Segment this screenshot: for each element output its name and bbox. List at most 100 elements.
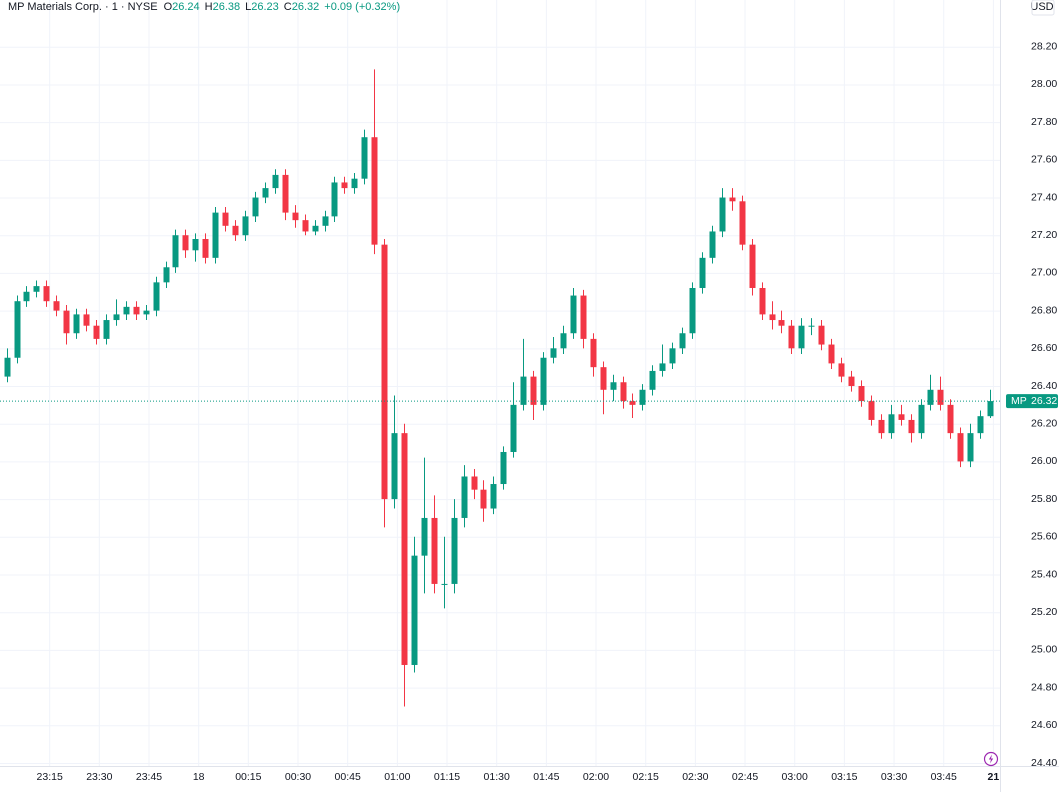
candle-body [679, 333, 686, 349]
candle-body [490, 484, 497, 509]
x-tick-label: 01:15 [434, 771, 460, 783]
candle-body [461, 476, 468, 518]
candle-body [778, 320, 785, 326]
candle-body [848, 376, 855, 387]
ohlc-key: O [164, 1, 173, 13]
candle-body [33, 286, 40, 292]
candle-body [272, 174, 279, 189]
ohlc-value: 26.38 [213, 1, 241, 13]
candle-body [759, 288, 766, 315]
candle-body [868, 401, 875, 420]
x-tick-label: 02:30 [682, 771, 708, 783]
candle-body [818, 325, 825, 345]
candle-body [73, 314, 80, 334]
candle-body [620, 382, 627, 402]
candle-body [798, 325, 805, 349]
candle-body [381, 244, 388, 500]
candle-body [838, 363, 845, 377]
candle-body [103, 320, 110, 339]
last-price-label: 26.32 [1031, 395, 1057, 407]
candle-body [163, 267, 170, 283]
candle-body [520, 376, 527, 405]
y-tick-label: 26.00 [1031, 455, 1057, 467]
candle-body [361, 137, 368, 179]
x-tick-label: 23:30 [86, 771, 112, 783]
legend-header: MP Materials Corp. · 1 · NYSE O26.24 H26.3… [8, 1, 400, 13]
candle-body [788, 325, 795, 349]
grid [0, 0, 1000, 766]
candle-body [282, 174, 289, 213]
candle-body [331, 182, 338, 217]
candle-body [133, 306, 140, 315]
candle-body [580, 295, 587, 339]
x-tick-label: 01:00 [384, 771, 410, 783]
y-tick-label: 26.40 [1031, 380, 1057, 392]
candle-body [421, 517, 428, 556]
x-tick-label: 00:15 [235, 771, 261, 783]
candle-body [927, 389, 934, 405]
y-tick-label: 26.80 [1031, 304, 1057, 316]
x-tick-label: 01:30 [484, 771, 510, 783]
candle-body [411, 555, 418, 665]
y-tick-label: 25.80 [1031, 493, 1057, 505]
candle-body [530, 376, 537, 405]
ohlc-value: 26.32 [292, 1, 320, 13]
candle-body [63, 310, 70, 334]
candle-body [83, 314, 90, 326]
change: +0.09 (+0.32%) [324, 1, 400, 13]
candle-body [53, 301, 60, 311]
candle-body [480, 489, 487, 509]
candle-body [500, 451, 507, 485]
currency-box[interactable] [1031, 0, 1055, 16]
y-tick-label: 28.00 [1031, 78, 1057, 90]
candle-body [739, 201, 746, 245]
candles [4, 69, 994, 707]
candle-body [828, 344, 835, 364]
y-tick-label: 26.20 [1031, 417, 1057, 429]
y-tick-label: 24.60 [1031, 719, 1057, 731]
candle-body [878, 419, 885, 434]
candle-body [669, 348, 676, 364]
x-tick-label: 03:45 [931, 771, 957, 783]
ohlc-key: C [284, 1, 292, 13]
candle-body [550, 348, 557, 358]
currency[interactable]: USD [1030, 1, 1053, 13]
candle-body [769, 314, 776, 321]
candle-body [341, 182, 348, 189]
candle-body [192, 238, 199, 251]
candle-body [540, 357, 547, 405]
y-tick-label: 27.60 [1031, 154, 1057, 166]
candle-body [471, 476, 478, 490]
alert-icon[interactable] [983, 751, 999, 767]
candle-body [292, 212, 299, 221]
candle-body [729, 197, 736, 202]
candle-body [371, 137, 378, 245]
ohlc-key: L [245, 1, 251, 13]
candle-body [113, 314, 120, 321]
candle-body [182, 235, 189, 251]
candle-body [252, 197, 259, 217]
candle-body [937, 389, 944, 405]
y-tick-label: 25.60 [1031, 531, 1057, 543]
candle-body [431, 517, 438, 584]
candle-body [610, 382, 617, 390]
candle-body [43, 286, 50, 302]
y-tick-label: 26.60 [1031, 342, 1057, 354]
candle-body [659, 363, 666, 371]
y-tick-label: 25.00 [1031, 644, 1057, 656]
candle-body [967, 433, 974, 462]
alert-bolt[interactable] [988, 754, 994, 764]
y-tick-label: 28.20 [1031, 41, 1057, 53]
y-tick-label: 27.80 [1031, 116, 1057, 128]
x-tick-label: 23:45 [136, 771, 162, 783]
x-tick-label: 03:30 [881, 771, 907, 783]
candle-body [172, 235, 179, 268]
candle-body [302, 220, 309, 232]
candle-body [600, 367, 607, 390]
x-tick-label: 23:15 [37, 771, 63, 783]
candle-body [153, 282, 160, 311]
candle-body [23, 291, 30, 302]
symbol: MP Materials Corp. · 1 · NYSE [8, 1, 158, 13]
